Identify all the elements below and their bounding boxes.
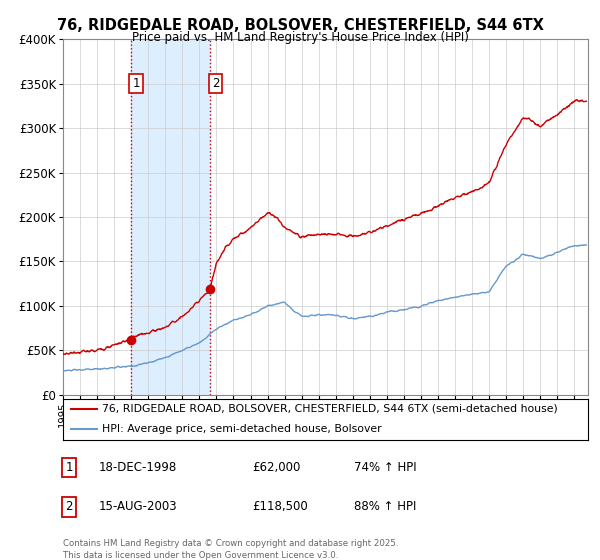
Text: HPI: Average price, semi-detached house, Bolsover: HPI: Average price, semi-detached house,… — [103, 424, 382, 435]
Text: 1: 1 — [65, 461, 73, 474]
Text: £118,500: £118,500 — [252, 500, 308, 514]
Text: 18-DEC-1998: 18-DEC-1998 — [99, 461, 177, 474]
Text: 2: 2 — [212, 77, 219, 90]
Text: 2: 2 — [65, 500, 73, 514]
Text: 15-AUG-2003: 15-AUG-2003 — [99, 500, 178, 514]
Text: £62,000: £62,000 — [252, 461, 301, 474]
Text: 76, RIDGEDALE ROAD, BOLSOVER, CHESTERFIELD, S44 6TX (semi-detached house): 76, RIDGEDALE ROAD, BOLSOVER, CHESTERFIE… — [103, 404, 558, 414]
Text: Contains HM Land Registry data © Crown copyright and database right 2025.
This d: Contains HM Land Registry data © Crown c… — [63, 539, 398, 559]
Text: Price paid vs. HM Land Registry's House Price Index (HPI): Price paid vs. HM Land Registry's House … — [131, 31, 469, 44]
Bar — [131, 39, 210, 395]
Text: 1: 1 — [132, 77, 140, 90]
Text: 76, RIDGEDALE ROAD, BOLSOVER, CHESTERFIELD, S44 6TX: 76, RIDGEDALE ROAD, BOLSOVER, CHESTERFIE… — [56, 18, 544, 33]
Text: 88% ↑ HPI: 88% ↑ HPI — [354, 500, 416, 514]
Text: 74% ↑ HPI: 74% ↑ HPI — [354, 461, 416, 474]
